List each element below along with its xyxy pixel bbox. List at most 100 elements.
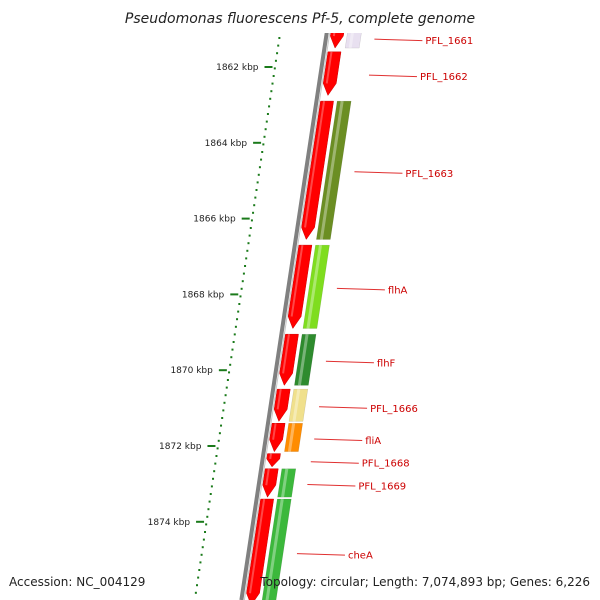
- gene-arrow: [273, 388, 291, 422]
- gene-arrow: [266, 453, 281, 468]
- scale-minor-dot: [199, 561, 202, 564]
- scale-minor-dot: [228, 371, 231, 374]
- scale-minor-dot: [257, 173, 260, 176]
- scale-minor-dot: [263, 135, 266, 138]
- cog-bar-highlight: [306, 244, 322, 329]
- genome-backbone: [239, 0, 336, 600]
- scale-minor-dot: [246, 249, 249, 252]
- scale-minor-dot: [262, 143, 265, 146]
- tick-dot-track: [194, 37, 281, 594]
- cog-bar-highlight: [287, 423, 296, 452]
- scale-minor-dot: [253, 204, 256, 207]
- scale-tick-label: 1874 kbp: [148, 518, 191, 528]
- scale-minor-dot: [233, 333, 236, 336]
- gene-leader-line: [310, 461, 359, 464]
- scale-minor-dot: [220, 424, 223, 427]
- scale-minor-dot: [231, 348, 234, 351]
- scale-minor-dot: [209, 493, 212, 495]
- scale-minor-dot: [258, 166, 261, 169]
- scale-minor-dot: [196, 584, 199, 587]
- scale-minor-dot: [245, 257, 248, 260]
- scale-minor-dot: [247, 242, 250, 245]
- gene-arrow-highlight: [290, 244, 304, 317]
- gene-arrow-highlight: [249, 498, 266, 594]
- scale-minor-dot: [254, 196, 257, 199]
- scale-minor-dot: [272, 75, 275, 77]
- scale-ticks: 1862 kbp 1864 kbp 1866 kbp 1868 kbp 1870 kbp…: [148, 63, 273, 528]
- scale-minor-dot: [207, 508, 210, 511]
- cog-bar-highlight: [265, 498, 284, 600]
- scale-minor-dot: [230, 356, 233, 359]
- scale-tick-label: 1864 kbp: [205, 139, 248, 149]
- scale-minor-dot: [238, 303, 241, 305]
- scale-minor-dot: [215, 455, 218, 457]
- gene-arrow-highlight: [269, 453, 273, 460]
- cog-track: [261, 0, 364, 600]
- gene-arrow-highlight: [276, 389, 282, 410]
- scale-minor-dot: [214, 462, 217, 465]
- gene-label: PFL_1668: [362, 459, 410, 470]
- gene-arrow-highlight: [282, 334, 290, 374]
- gene-label: flhA: [388, 285, 408, 296]
- topology-text: Topology: circular; Length: 7,074,893 bp…: [259, 575, 590, 589]
- gene-leader-line: [325, 360, 374, 364]
- gene-arrow: [246, 498, 274, 600]
- scale-minor-dot: [226, 379, 229, 381]
- scale-minor-dot: [260, 158, 263, 161]
- gene-arrow-highlight: [304, 100, 326, 228]
- scale-minor-dot: [212, 477, 215, 480]
- gene-label: PFL_1666: [370, 404, 418, 415]
- scale-minor-dot: [210, 485, 213, 488]
- scale-minor-dot: [229, 363, 232, 366]
- accession-text: Accession: NC_004129: [9, 575, 145, 589]
- scale-minor-dot: [205, 523, 208, 526]
- scale-minor-dot: [202, 538, 205, 541]
- gene-arrow-highlight: [272, 423, 277, 440]
- scale-tick-label: 1872 kbp: [159, 442, 202, 452]
- gene-arrow: [301, 100, 334, 240]
- gene-arrow-highlight: [325, 51, 333, 84]
- scale-minor-dot: [266, 113, 269, 115]
- scale-tick-label: 1862 kbp: [216, 63, 259, 73]
- scale-minor-dot: [261, 151, 264, 153]
- cog-bar-highlight: [281, 468, 289, 498]
- gene-track: [246, 0, 349, 600]
- scale-minor-dot: [274, 59, 277, 62]
- scale-minor-dot: [206, 515, 209, 518]
- scale-tick-label: 1866 kbp: [193, 215, 236, 225]
- scale-minor-dot: [223, 401, 226, 404]
- scale-minor-dot: [241, 280, 244, 283]
- scale-minor-dot: [277, 44, 280, 47]
- scale-tick-label: 1870 kbp: [170, 366, 213, 376]
- scale-minor-dot: [244, 265, 247, 267]
- gene-leader-line: [307, 483, 356, 487]
- scale-tick-label: 1868 kbp: [182, 290, 225, 300]
- title-backdrop: [0, 0, 600, 33]
- scale-minor-dot: [194, 591, 197, 594]
- scale-minor-dot: [198, 569, 201, 571]
- gene-leader-line: [296, 553, 345, 556]
- scale-minor-dot: [218, 432, 221, 435]
- scale-minor-dot: [255, 189, 258, 191]
- cog-bar: [316, 100, 352, 240]
- scale-minor-dot: [213, 470, 216, 473]
- scale-minor-dot: [256, 181, 259, 184]
- scale-minor-dot: [264, 128, 267, 131]
- scale-minor-dot: [278, 37, 281, 39]
- cog-bar: [277, 468, 297, 498]
- scale-minor-dot: [216, 447, 219, 450]
- cog-bar: [284, 423, 303, 452]
- cog-bar-highlight: [319, 100, 344, 240]
- map-title: Pseudomonas fluorescens Pf-5, complete g…: [125, 11, 475, 27]
- scale-minor-dot: [234, 325, 237, 328]
- gene-leader-line: [368, 74, 417, 78]
- scale-minor-dot: [225, 386, 228, 389]
- scale-minor-dot: [271, 82, 274, 85]
- scale-minor-dot: [236, 318, 239, 321]
- gene-arrow: [279, 333, 299, 386]
- gene-arrow: [322, 51, 342, 96]
- gene-leader-line: [354, 171, 403, 174]
- scale-minor-dot: [232, 341, 235, 343]
- gene-label: PFL_1661: [425, 36, 473, 47]
